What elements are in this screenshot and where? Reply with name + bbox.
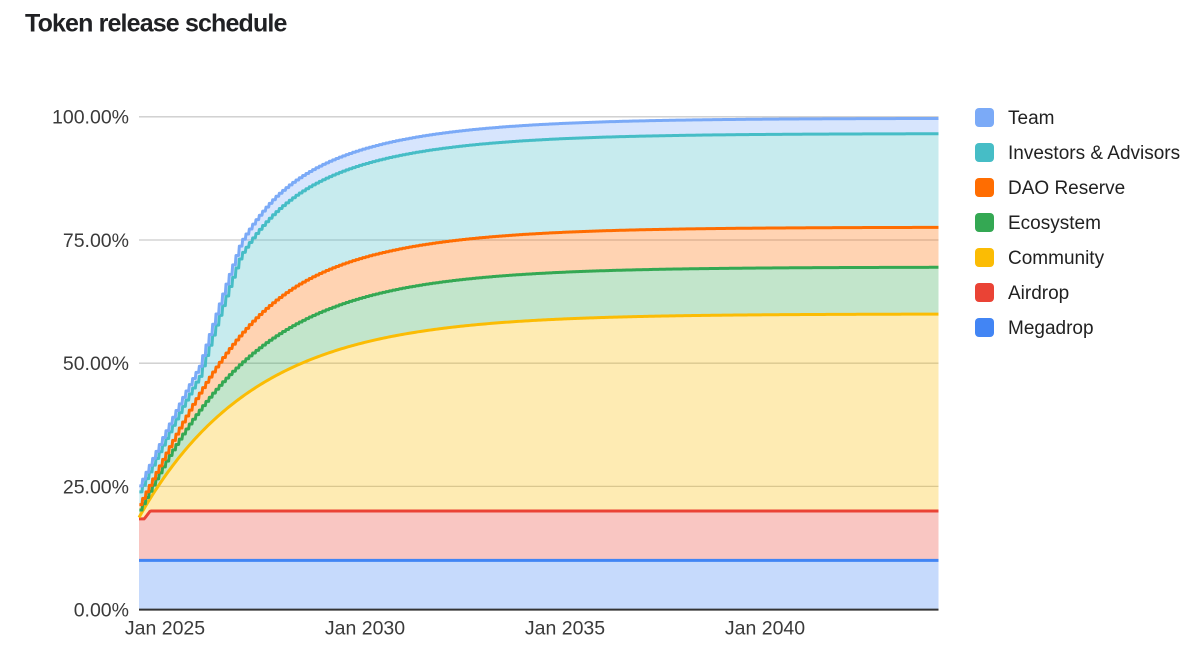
svg-text:75.00%: 75.00% (63, 230, 129, 252)
svg-text:DAO Reserve: DAO Reserve (1008, 178, 1125, 199)
svg-text:Jan 2035: Jan 2035 (525, 618, 605, 640)
svg-text:Jan 2030: Jan 2030 (325, 618, 405, 640)
svg-text:Ecosystem: Ecosystem (1008, 213, 1101, 234)
svg-text:Jan 2025: Jan 2025 (125, 618, 205, 640)
svg-text:50.00%: 50.00% (63, 353, 129, 375)
svg-text:Team: Team (1008, 108, 1054, 129)
svg-text:Jan 2040: Jan 2040 (725, 618, 805, 640)
svg-text:25.00%: 25.00% (63, 476, 129, 498)
svg-text:Token release schedule: Token release schedule (25, 10, 287, 38)
svg-text:Community: Community (1008, 248, 1105, 269)
svg-text:Investors & Advisors: Investors & Advisors (1008, 143, 1180, 164)
svg-text:Megadrop: Megadrop (1008, 318, 1094, 339)
svg-text:0.00%: 0.00% (74, 600, 129, 622)
svg-text:100.00%: 100.00% (52, 107, 129, 129)
svg-text:Airdrop: Airdrop (1008, 283, 1069, 304)
